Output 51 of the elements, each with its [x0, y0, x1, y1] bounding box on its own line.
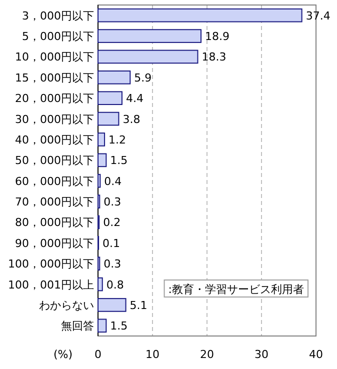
y-tick-label: 80，000円以下: [15, 216, 94, 230]
x-tick-label: 20: [200, 348, 214, 361]
y-tick-label: 15，000円以下: [15, 71, 94, 84]
bar: [98, 153, 107, 168]
y-tick-label: わからない: [39, 298, 94, 312]
bar: [98, 132, 106, 146]
bar: [98, 91, 122, 106]
bar: [98, 70, 131, 84]
data-label: 4.4: [126, 92, 144, 106]
y-tick-label: 3，000円以下: [22, 9, 94, 22]
data-label: 0.2: [103, 216, 121, 230]
data-label: 18.3: [202, 50, 226, 64]
y-tick-label: 60，000円以下: [15, 174, 94, 188]
x-tick-label: 40: [309, 348, 323, 361]
x-axis-title: (%): [53, 348, 73, 361]
bar: [98, 8, 302, 22]
data-label: 1.2: [108, 133, 126, 146]
data-label: 37.4: [306, 9, 330, 22]
data-label: 3.8: [122, 112, 140, 126]
y-tick-label: 50，000円以下: [15, 154, 94, 168]
bar: [98, 174, 101, 188]
data-label: 0.8: [106, 278, 124, 292]
data-label: 1.5: [110, 320, 128, 333]
y-tick-label: 20，000円以下: [15, 92, 94, 106]
y-tick-label: 5，000円以下: [22, 30, 94, 44]
y-tick-label: 70，000円以下: [15, 196, 94, 209]
bar: [98, 277, 103, 292]
bar: [98, 318, 107, 333]
text: :教育・学習サービス利用者: [168, 283, 304, 296]
data-label: 1.5: [110, 154, 128, 168]
data-label: 5.9: [134, 71, 152, 84]
y-tick-label: 無回答: [61, 320, 94, 333]
bar: [98, 298, 126, 312]
x-tick-label: 30: [254, 348, 268, 361]
y-tick-label: 40，000円以下: [15, 133, 94, 146]
data-label: 0.4: [104, 174, 122, 188]
bar: [98, 112, 120, 126]
y-tick-label: 10，000円以下: [15, 50, 94, 64]
y-tick-label: 100，000円以下: [8, 258, 94, 271]
y-tick-label: 30，000円以下: [15, 112, 94, 126]
data-label: 0.3: [104, 258, 122, 271]
bar: [98, 29, 202, 43]
bar: [98, 50, 198, 64]
x-tick-label: 0: [94, 348, 102, 361]
data-label: 18.9: [205, 30, 230, 44]
x-tick-label: 10: [146, 348, 160, 361]
data-label: 0.1: [102, 236, 120, 250]
y-tick-label: 90，000円以下: [15, 236, 94, 250]
data-label: 5.1: [130, 298, 148, 312]
y-tick-label: 100，001円以上: [8, 278, 94, 292]
data-label: 0.3: [104, 196, 122, 209]
